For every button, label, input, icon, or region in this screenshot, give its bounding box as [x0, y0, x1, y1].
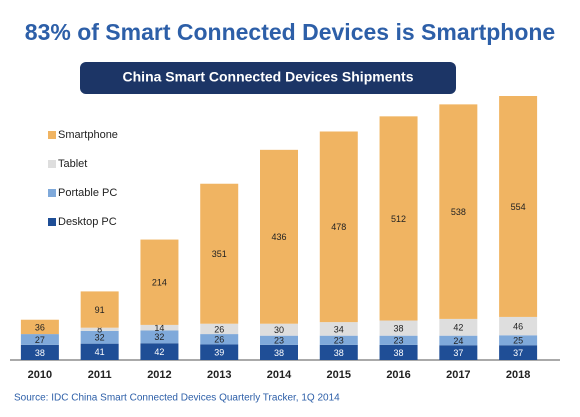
value-label: 538	[451, 207, 466, 217]
bar-segment	[319, 322, 358, 336]
x-tick-label: 2014	[267, 369, 292, 381]
value-label: 23	[334, 336, 344, 346]
x-tick-label: 2011	[88, 369, 112, 381]
bar-segment	[140, 239, 179, 325]
bar-segment	[499, 345, 538, 360]
legend-swatch	[48, 189, 56, 197]
bar-segment	[439, 345, 478, 360]
value-label: 38	[394, 323, 404, 333]
value-label: 512	[391, 214, 406, 224]
source: Source: IDC China Smart Connected Device…	[14, 393, 340, 404]
value-label: 34	[334, 324, 344, 334]
value-label: 8	[97, 325, 102, 335]
bar-segment	[20, 334, 59, 345]
bar-segment	[439, 104, 478, 319]
value-label: 38	[334, 348, 344, 358]
bar-segment	[80, 343, 119, 360]
bar-segment	[499, 96, 538, 317]
bar-segment	[80, 330, 119, 344]
value-label: 23	[394, 336, 404, 346]
value-label: 42	[154, 347, 164, 357]
bar-segment	[260, 149, 298, 324]
value-label: 436	[271, 232, 286, 242]
bar-segment	[439, 335, 478, 346]
x-tick-label: 2018	[506, 369, 530, 381]
bar-segment	[319, 344, 358, 360]
x-tick-label: 2010	[28, 369, 52, 381]
value-label: 24	[453, 336, 463, 346]
value-label: 37	[453, 348, 463, 358]
value-label: 32	[154, 332, 164, 342]
bar-segment	[379, 335, 418, 345]
value-label: 41	[95, 347, 105, 357]
bar-segment	[80, 291, 119, 328]
chart-title: 83% of Smart Connected Devices is Smartp…	[25, 19, 555, 45]
value-label: 554	[511, 202, 526, 212]
legend-label: Tablet	[58, 158, 87, 170]
x-tick-label: 2016	[386, 369, 410, 381]
value-label: 27	[35, 335, 45, 345]
value-label: 23	[274, 336, 284, 346]
legend-label: Portable PC	[58, 187, 117, 199]
bar-segment	[499, 335, 538, 346]
bar-segment	[80, 327, 119, 331]
x-tick-label: 2012	[147, 369, 171, 381]
bar-segment	[379, 320, 418, 336]
bar-segment	[200, 323, 239, 335]
value-label: 25	[513, 336, 523, 346]
bar-segment	[379, 116, 418, 321]
bar-segment	[20, 319, 59, 335]
bar-segment	[439, 318, 478, 336]
value-label: 351	[212, 249, 227, 259]
bar-segment	[200, 334, 239, 345]
bar-segment	[319, 335, 358, 345]
bar-segment	[260, 335, 298, 345]
bar-segment	[379, 344, 418, 360]
bar-segment	[140, 343, 179, 360]
value-label: 478	[331, 222, 346, 232]
bar-segment	[260, 323, 298, 336]
bar-segment	[20, 344, 59, 360]
value-label: 38	[35, 348, 45, 358]
bar-segment	[319, 131, 358, 323]
value-label: 38	[394, 348, 404, 358]
value-label: 26	[214, 335, 224, 345]
bar-segment	[499, 316, 538, 336]
x-tick-label: 2013	[207, 369, 231, 381]
bar-segment	[260, 344, 298, 360]
value-label: 38	[274, 348, 284, 358]
value-label: 32	[95, 333, 105, 343]
subtitle-box	[80, 62, 456, 94]
value-label: 42	[453, 323, 463, 333]
value-label: 91	[95, 305, 105, 315]
legend-swatch	[48, 218, 56, 226]
subtitle: China Smart Connected Devices Shipments	[123, 69, 414, 85]
x-tick-label: 2017	[446, 369, 470, 381]
bar-segment	[140, 330, 179, 344]
bar-segment	[200, 344, 239, 360]
legend-label: Smartphone	[58, 129, 118, 141]
value-label: 26	[214, 324, 224, 334]
legend-label: Desktop PC	[58, 216, 117, 228]
legend-swatch	[48, 160, 56, 168]
value-label: 39	[214, 348, 224, 358]
bar-segment	[200, 183, 239, 324]
value-label: 46	[513, 321, 523, 331]
value-label: 214	[152, 278, 167, 288]
legend-swatch	[48, 131, 56, 139]
value-label: 37	[513, 348, 523, 358]
value-label: 14	[154, 323, 164, 333]
x-tick-label: 2015	[327, 369, 351, 381]
value-label: 36	[35, 322, 45, 332]
bar-segment	[140, 324, 179, 331]
value-label: 30	[274, 325, 284, 335]
